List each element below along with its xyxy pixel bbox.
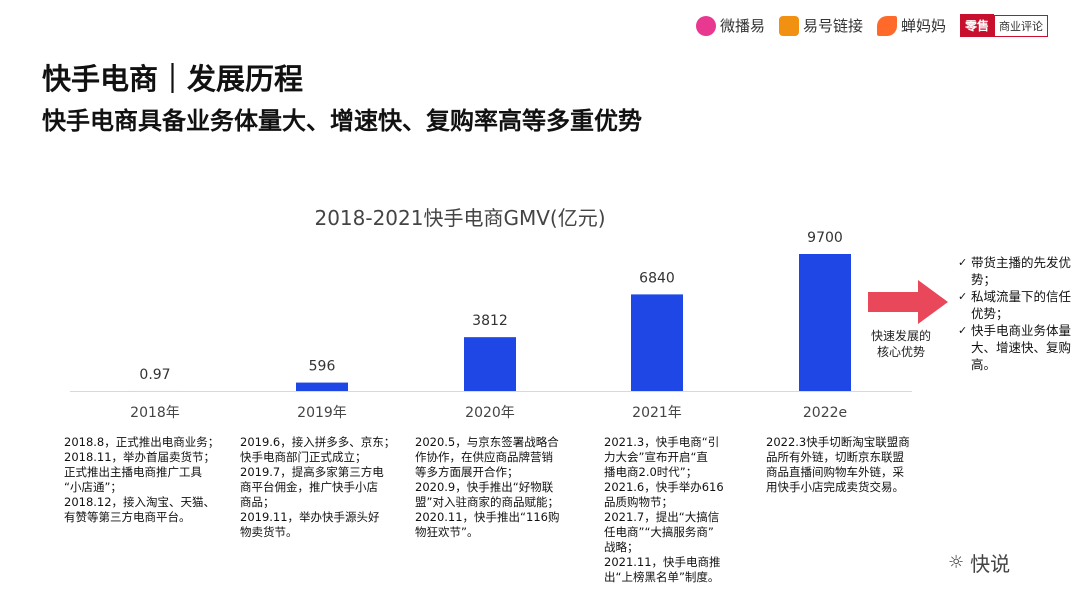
right-arrow-icon <box>868 280 948 324</box>
bar-3 <box>631 294 683 391</box>
category-label-1: 2019年 <box>297 405 347 421</box>
watermark-text: 快说 <box>970 552 1011 576</box>
category-label-0: 2018年 <box>130 405 180 421</box>
value-label-2: 3812 <box>472 313 508 329</box>
category-label-2: 2020年 <box>465 405 515 421</box>
partner-logos: 微播易 易号链接 蝉妈妈 零售 商业评论 <box>695 14 1048 37</box>
value-label-1: 596 <box>309 359 336 375</box>
category-label-4: 2022e <box>803 405 847 421</box>
value-label-3: 6840 <box>639 270 675 286</box>
category-label-3: 2021年 <box>632 405 682 421</box>
chart-title: 2018-2021快手电商GMV(亿元) <box>314 206 606 230</box>
milestone-note-2020: 2020.5，与京东签署战略合 作协作，在供应商品牌营销 等多方面展开合作； 2… <box>415 435 560 539</box>
logo-yihao-text: 易号链接 <box>802 17 863 35</box>
logo-chanmama: 蝉妈妈 <box>876 15 946 36</box>
logo-chanmama-text: 蝉妈妈 <box>900 17 946 35</box>
milestone-note-2021: 2021.3，快手电商“引 力大会”宣布开启“直 播电商2.0时代”； 2021… <box>604 435 724 584</box>
bar-2 <box>464 337 516 391</box>
logo-yihao: 易号链接 <box>778 15 863 36</box>
advantage-item: 快手电商业务体量大、增速快、复购高。 <box>958 322 1076 373</box>
logo-lingshou-text: 零售 <box>959 14 994 37</box>
bar-4 <box>799 254 851 391</box>
weiboyi-logo-icon <box>695 15 716 36</box>
bar-1 <box>296 382 348 391</box>
logo-weiboyi: 微播易 <box>695 15 765 36</box>
advantage-item: 带货主播的先发优势； <box>958 254 1076 288</box>
chanmama-logo-icon <box>876 15 897 36</box>
yihao-logo-icon <box>778 15 799 36</box>
wechat-watermark: ☼ 快说 <box>948 548 1010 577</box>
logo-lingshou: 零售 商业评论 <box>959 14 1048 37</box>
milestone-note-2019: 2019.6，接入拼多多、京东； 快手电商部门正式成立； 2019.7，提高多家… <box>240 435 396 539</box>
advantages-list: 带货主播的先发优势； 私域流量下的信任优势； 快手电商业务体量大、增速快、复购高… <box>958 254 1076 373</box>
value-label-4: 9700 <box>807 230 843 246</box>
milestone-note-2018: 2018.8，正式推出电商业务； 2018.11，举办首届卖货节； 正式推出主播… <box>64 435 220 524</box>
page-title: 快手电商｜发展历程 <box>42 62 304 96</box>
page-subtitle: 快手电商具备业务体量大、增速快、复购率高等多重优势 <box>42 107 642 135</box>
logo-weiboyi-text: 微播易 <box>719 17 765 35</box>
wechat-icon: ☼ <box>948 552 965 573</box>
advantage-item: 私域流量下的信任优势； <box>958 288 1076 322</box>
value-label-0: 0.97 <box>139 367 170 383</box>
milestone-note-2022: 2022.3快手切断淘宝联盟商 品所有外链，切断京东联盟 商品直播间购物车外链，… <box>766 435 910 494</box>
arrow-label: 快速发展的 核心优势 <box>870 329 931 359</box>
logo-lingshou-extra: 商业评论 <box>994 14 1048 37</box>
